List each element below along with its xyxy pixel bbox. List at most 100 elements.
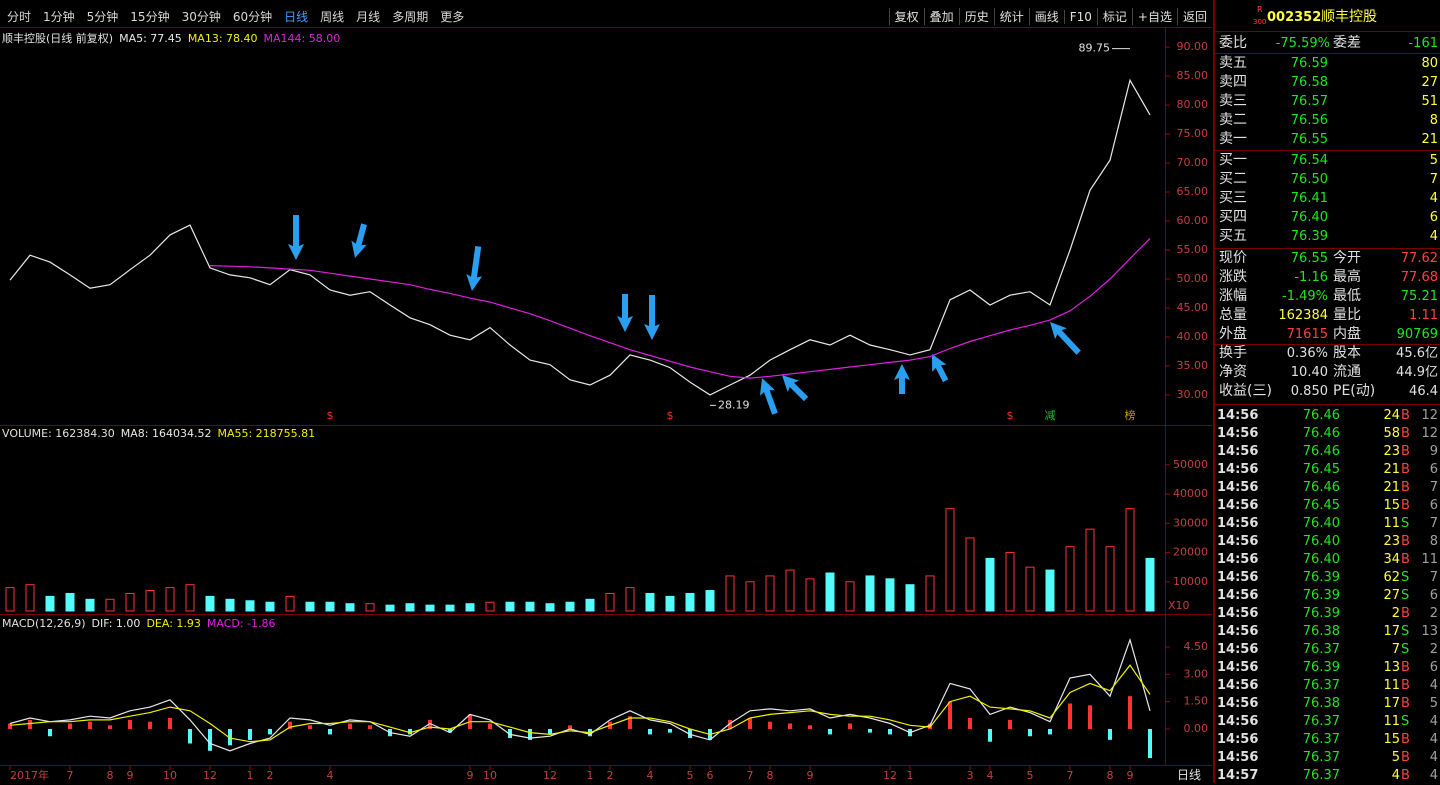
- indicator: MA144: 58.00: [263, 32, 341, 45]
- cell: 14:56: [1217, 516, 1259, 531]
- volume-bar: [725, 575, 735, 612]
- cell: 卖三: [1219, 93, 1247, 109]
- period-tab[interactable]: 30分钟: [181, 10, 221, 24]
- volume-bar: [225, 598, 235, 612]
- cell: 76.40: [1290, 210, 1328, 225]
- cell: B: [1401, 732, 1410, 747]
- cell: 4: [1429, 191, 1438, 206]
- y-tick-label: 20000: [1173, 546, 1208, 559]
- cell: 8: [1429, 534, 1438, 549]
- indicator: MA55: 218755.81: [217, 427, 316, 440]
- cell: 7: [1429, 570, 1438, 585]
- macd-bar: [348, 723, 352, 729]
- macd-bar: [728, 719, 732, 729]
- period-tab[interactable]: 60分钟: [232, 10, 273, 24]
- cell: 76.55: [1290, 132, 1328, 147]
- macd-bar: [948, 701, 952, 729]
- period-tab[interactable]: 1分钟: [43, 10, 75, 24]
- tool-button[interactable]: 统计: [993, 8, 1029, 25]
- cell: 162384: [1278, 308, 1328, 323]
- cell: 7: [1429, 480, 1438, 495]
- volume-bar: [885, 578, 895, 612]
- volume-bar: [805, 578, 815, 612]
- cell: 76.56: [1290, 113, 1328, 128]
- tool-button[interactable]: +自选: [1131, 8, 1177, 25]
- x-tick-label: 1: [907, 769, 914, 782]
- cell: 4: [1429, 750, 1438, 765]
- cell: -75.59%: [1275, 36, 1330, 51]
- indicator: MA5: 77.45: [119, 32, 182, 45]
- tool-button[interactable]: 历史: [958, 8, 994, 25]
- tool-button[interactable]: 叠加: [923, 8, 959, 25]
- cell: 收益(三): [1219, 383, 1272, 399]
- period-tab[interactable]: 月线: [356, 10, 381, 24]
- trade-row: 14:56 76.37 11 S 4: [1215, 712, 1440, 731]
- macd-bar: [1008, 719, 1012, 729]
- volume-bar: [605, 592, 615, 612]
- cell: 76.46: [1302, 480, 1340, 495]
- tool-button[interactable]: 标记: [1096, 8, 1132, 25]
- volume-bar: [945, 508, 955, 612]
- cell: 44.9亿: [1396, 365, 1438, 380]
- cell: 7: [1429, 516, 1438, 531]
- cell: 14:56: [1217, 570, 1259, 585]
- cell: 76.37: [1302, 642, 1340, 657]
- arrow: [617, 294, 633, 332]
- macd-bar: [1048, 728, 1052, 735]
- cell: 46.4: [1409, 384, 1438, 399]
- macd-bar: [1108, 728, 1112, 740]
- x-tick-label: 5: [687, 769, 694, 782]
- annotation: 28.19: [718, 398, 750, 411]
- cell: 76.37: [1302, 750, 1340, 765]
- period-tab[interactable]: 多周期: [392, 10, 429, 24]
- volume-bar: [385, 604, 395, 612]
- cell: B: [1401, 678, 1410, 693]
- cell: 002352: [1267, 10, 1322, 25]
- cell: 76.37: [1302, 732, 1340, 747]
- period-tab[interactable]: 分时: [7, 10, 32, 24]
- y-tick-label: 85.00: [1177, 69, 1209, 82]
- cell: 76.58: [1290, 75, 1328, 90]
- cell: 5: [1429, 696, 1438, 711]
- cell: 45.6亿: [1396, 346, 1438, 361]
- period-tab[interactable]: 日线: [284, 10, 309, 24]
- cell: 买一: [1219, 152, 1247, 168]
- tool-button[interactable]: 复权: [888, 8, 924, 25]
- cell: R: [1257, 5, 1263, 14]
- cell: 卖五: [1219, 55, 1247, 71]
- tool-button[interactable]: 画线: [1028, 8, 1064, 25]
- cell: 75.21: [1400, 289, 1438, 304]
- cell: B: [1401, 534, 1410, 549]
- x-tick-label: 2017年: [10, 768, 49, 782]
- volume-bar: [665, 595, 675, 612]
- cell: 76.40: [1302, 534, 1340, 549]
- price-header: 顺丰控股(日线 前复权) MA5: 77.45 MA13: 78.40 MA144: …: [2, 30, 346, 46]
- period-tab[interactable]: 周线: [320, 10, 345, 24]
- tool-button[interactable]: 返回: [1176, 8, 1212, 25]
- macd-bar: [688, 728, 692, 739]
- tool-button[interactable]: F10: [1063, 9, 1097, 24]
- cell: 14:56: [1217, 498, 1259, 513]
- trade-row: 14:56 76.39 2 B 2: [1215, 604, 1440, 623]
- cell: 14:56: [1217, 696, 1259, 711]
- cell: 最低: [1333, 288, 1361, 304]
- cell: 买三: [1219, 190, 1247, 206]
- macd-bar: [1028, 728, 1032, 737]
- x-tick-label: 4: [327, 769, 334, 782]
- volume-bar: [165, 587, 175, 612]
- macd-bar: [368, 725, 372, 729]
- cell: 外盘: [1219, 326, 1247, 342]
- cell: 14:56: [1217, 408, 1259, 423]
- cell: 卖一: [1219, 131, 1247, 147]
- volume-bar: [905, 584, 915, 612]
- y-tick-label: 50.00: [1177, 272, 1209, 285]
- cell: 23: [1383, 534, 1400, 549]
- order-level: 卖三 76.57 51: [1215, 92, 1440, 111]
- cell: 今开: [1333, 250, 1361, 266]
- period-tab[interactable]: 5分钟: [86, 10, 119, 24]
- period-tab[interactable]: 15分钟: [130, 10, 170, 24]
- cell: 涨幅: [1219, 288, 1247, 304]
- y-tick-label: 90.00: [1177, 40, 1209, 53]
- trade-row: 14:57 76.37 4 B 4: [1215, 766, 1440, 785]
- period-tab[interactable]: 更多: [440, 10, 465, 24]
